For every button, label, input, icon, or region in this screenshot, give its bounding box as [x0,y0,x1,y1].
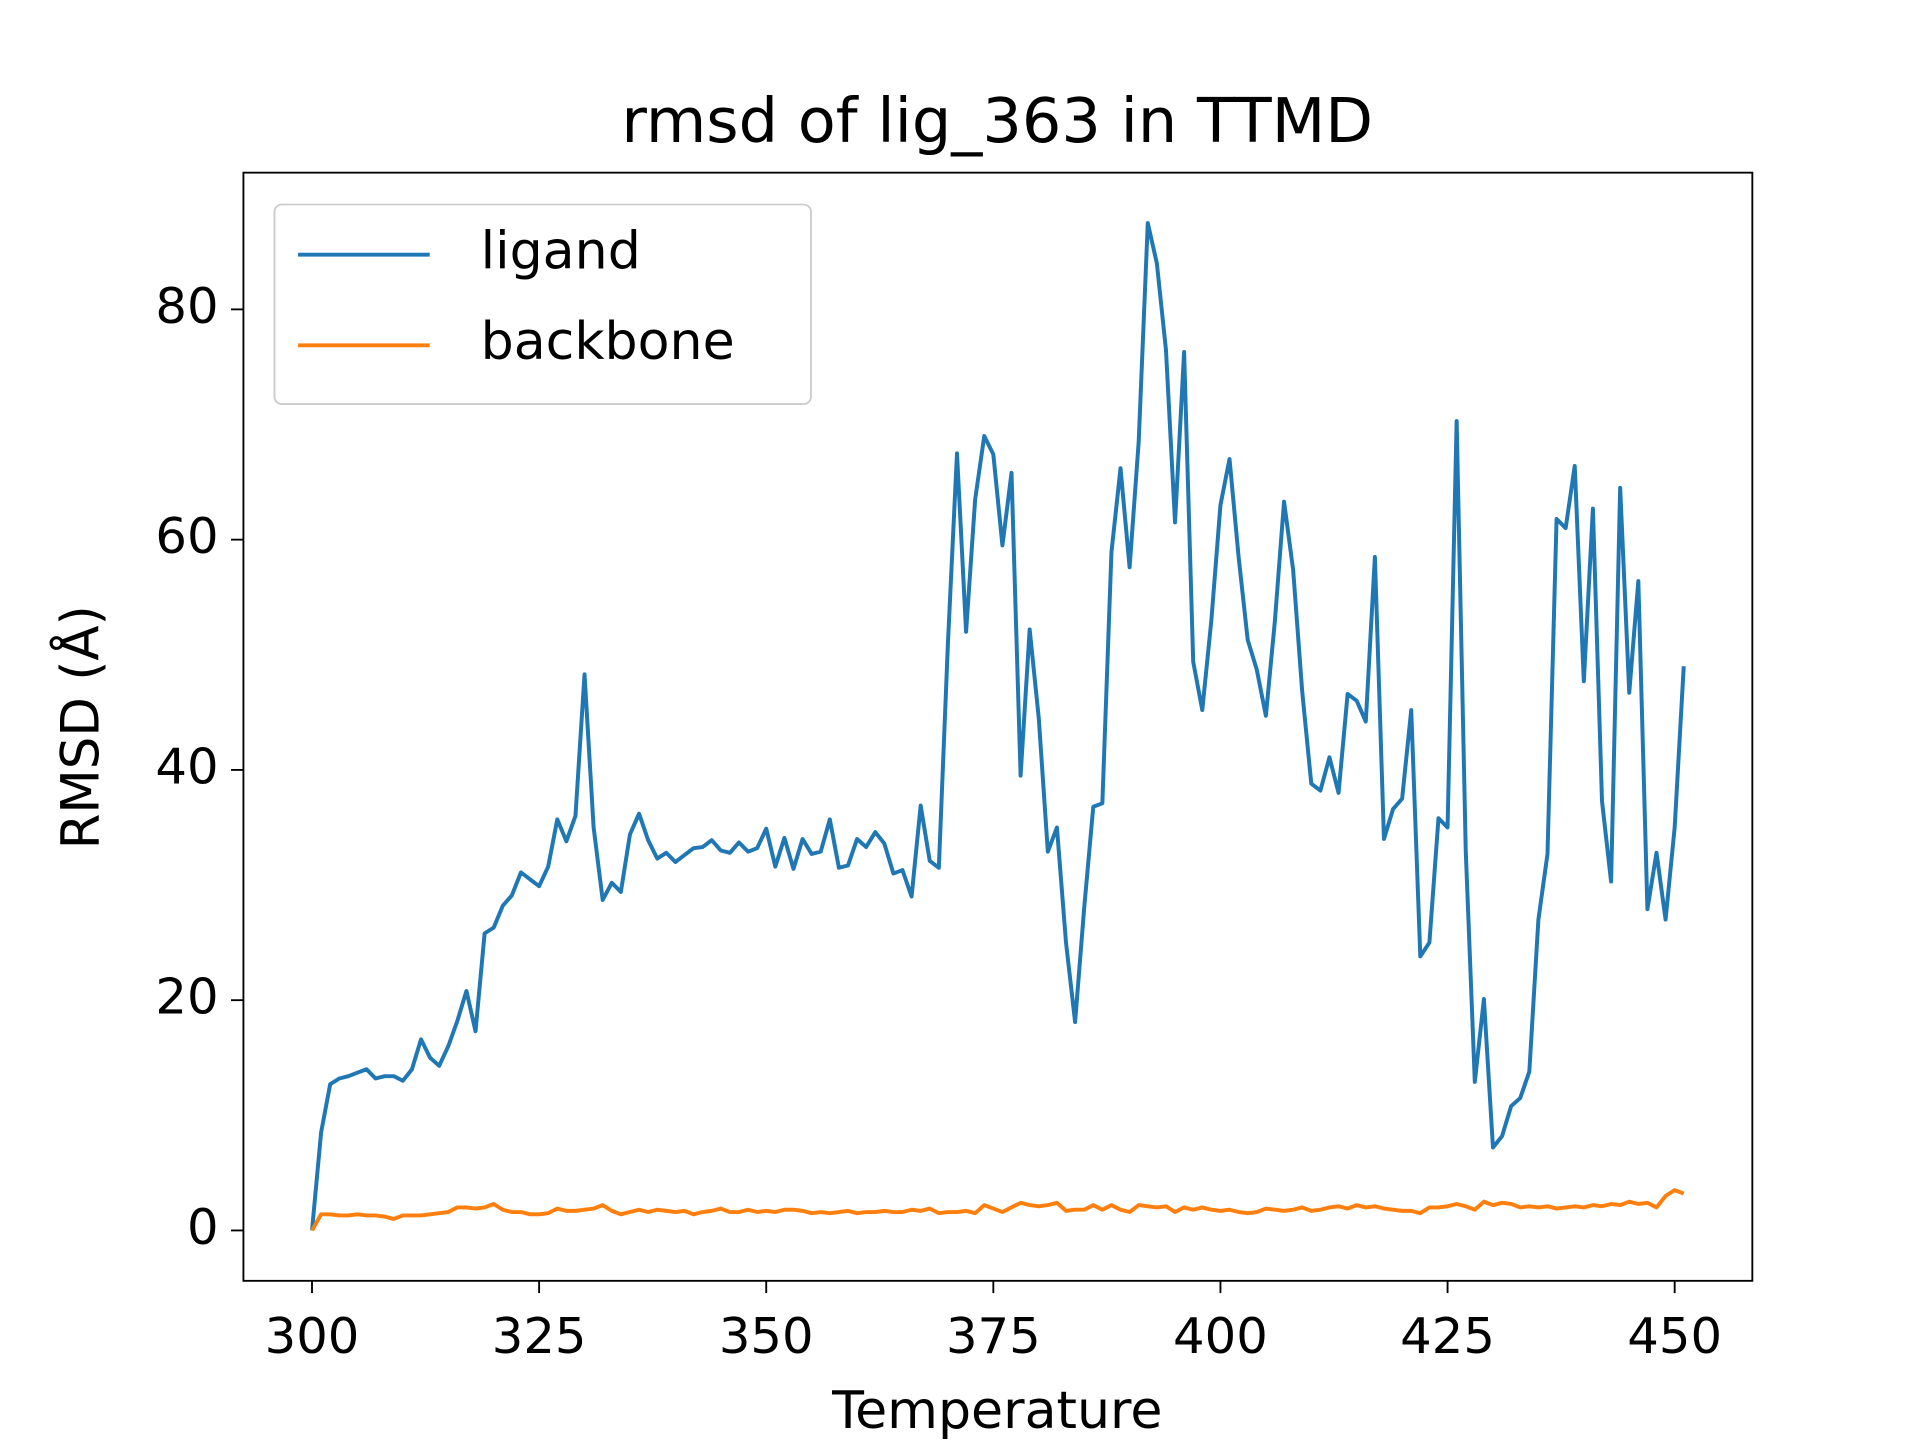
y-tick-label: 60 [155,507,218,565]
legend-label: ligand [481,222,641,282]
y-tick-label: 80 [155,277,218,335]
line-series [310,1188,1685,1232]
y-tick-label: 20 [155,968,218,1026]
x-tick-label: 400 [1173,1307,1268,1365]
y-tick-label: 40 [155,738,218,796]
x-tick-label: 375 [946,1307,1041,1365]
x-tick-label: 425 [1400,1307,1495,1365]
legend-label: backbone [481,313,735,373]
plot-frame [242,171,1754,1282]
x-axis-label: Temperature [831,1382,1162,1440]
y-axis-label: RMSD (Å) [49,605,111,849]
x-tick-label: 450 [1627,1307,1722,1365]
x-tick-label: 300 [265,1307,360,1365]
chart-title: rmsd of lig_363 in TTMD [621,85,1373,157]
x-tick-label: 325 [492,1307,587,1365]
x-tick-label: 350 [719,1307,814,1365]
line-series [310,221,1686,1231]
y-tick-label: 0 [187,1198,219,1256]
